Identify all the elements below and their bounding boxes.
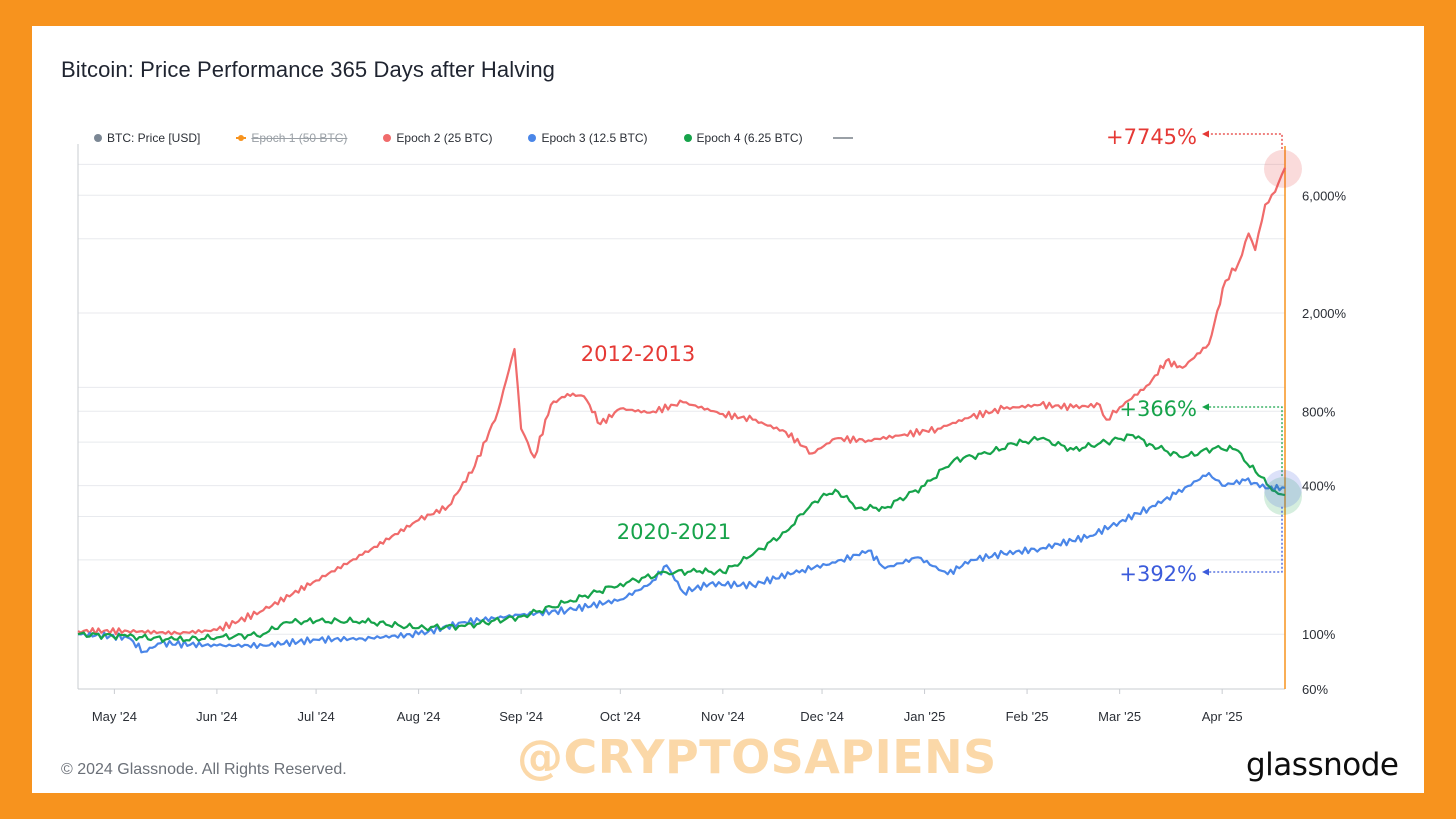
endpoint-halo	[1264, 149, 1302, 188]
series-lines	[77, 167, 1286, 654]
legend-dot-icon	[683, 134, 692, 142]
x-tick-label: Mar '25	[1098, 709, 1141, 724]
legend-more-icon[interactable]	[832, 137, 853, 139]
legend-item-epoch-2[interactable]: Epoch 2 (25 BTC)	[383, 131, 492, 145]
endpoint-halo	[1264, 477, 1302, 516]
series-line-2	[77, 471, 1286, 654]
axes: 60% 100% 400% 800% 2,000% 6,000% May '24 Jun '2…	[77, 144, 1347, 724]
grid-lines	[78, 163, 1285, 690]
legend-item-epoch-1[interactable]: Epoch 1 (50 BTC)	[236, 131, 347, 145]
x-tick-label: Aug '24	[397, 709, 441, 724]
x-tick-label: Apr '25	[1202, 709, 1243, 724]
callout-connector	[1208, 406, 1283, 477]
callout-arrow-icon	[1202, 403, 1209, 411]
chart-card: Bitcoin: Price Performance 365 Days afte…	[32, 26, 1424, 793]
callout-arrow-icon	[1202, 568, 1209, 576]
x-tick-label: Jun '24	[196, 709, 238, 724]
line-chart: 60% 100% 400% 800% 2,000% 6,000% May '24 Jun '2…	[77, 125, 1347, 724]
annotations: +7745% +366% +392% 2012-2013 2020-2021	[581, 125, 1302, 586]
legend-dot-icon	[528, 134, 537, 142]
copyright-text: © 2024 Glassnode. All Rights Reserved.	[61, 761, 347, 778]
x-tick-label: Nov '24	[701, 709, 745, 724]
x-tick-label: Jan '25	[904, 709, 946, 724]
callout-label: +366%	[1119, 397, 1197, 421]
legend-dot-icon	[94, 134, 102, 142]
legend-dot-icon	[383, 134, 392, 142]
legend-label: Epoch 3 (12.5 BTC)	[541, 131, 648, 145]
x-tick-label: Oct '24	[600, 709, 641, 724]
series-line-3	[77, 433, 1286, 643]
x-tick-label: May '24	[92, 709, 137, 724]
x-tick-label: Dec '24	[800, 709, 844, 724]
legend-dot-icon	[236, 134, 247, 142]
legend-label: Epoch 2 (25 BTC)	[396, 131, 493, 145]
callout-connector	[1208, 133, 1283, 149]
y-tick-label: 800%	[1302, 404, 1336, 419]
brand-logo: glassnode	[1246, 747, 1399, 783]
x-tick-label: Jul '24	[298, 709, 335, 724]
callout-label: +7745%	[1106, 125, 1197, 149]
series-line-1	[77, 167, 1286, 636]
chart-legend: BTC: Price [USD] Epoch 1 (50 BTC) Epoch …	[94, 130, 853, 146]
endpoint-halo	[1264, 469, 1302, 508]
y-tick-label: 60%	[1302, 682, 1328, 697]
x-tick-label: Sep '24	[499, 709, 543, 724]
era-label-2012-2013: 2012-2013	[581, 342, 695, 366]
legend-label: Epoch 1 (50 BTC)	[251, 131, 348, 145]
x-tick-label: Feb '25	[1006, 709, 1049, 724]
y-tick-label: 400%	[1302, 479, 1336, 494]
callout-arrow-icon	[1202, 130, 1209, 138]
watermark-text: @CRYPTOSAPIENS	[517, 730, 997, 784]
y-tick-label: 100%	[1302, 627, 1336, 642]
callout-label: +392%	[1119, 562, 1197, 586]
legend-item-btc-price[interactable]: BTC: Price [USD]	[94, 131, 200, 145]
era-label-2020-2021: 2020-2021	[617, 520, 731, 544]
legend-label: Epoch 4 (6.25 BTC)	[696, 131, 803, 145]
y-tick-label: 6,000%	[1302, 188, 1347, 203]
legend-item-epoch-3[interactable]: Epoch 3 (12.5 BTC)	[528, 131, 648, 145]
chart-title: Bitcoin: Price Performance 365 Days afte…	[61, 57, 556, 82]
legend-label: BTC: Price [USD]	[107, 131, 201, 145]
y-tick-label: 2,000%	[1302, 306, 1347, 321]
legend-item-epoch-4[interactable]: Epoch 4 (6.25 BTC)	[683, 131, 803, 145]
callout-connector	[1208, 506, 1283, 573]
